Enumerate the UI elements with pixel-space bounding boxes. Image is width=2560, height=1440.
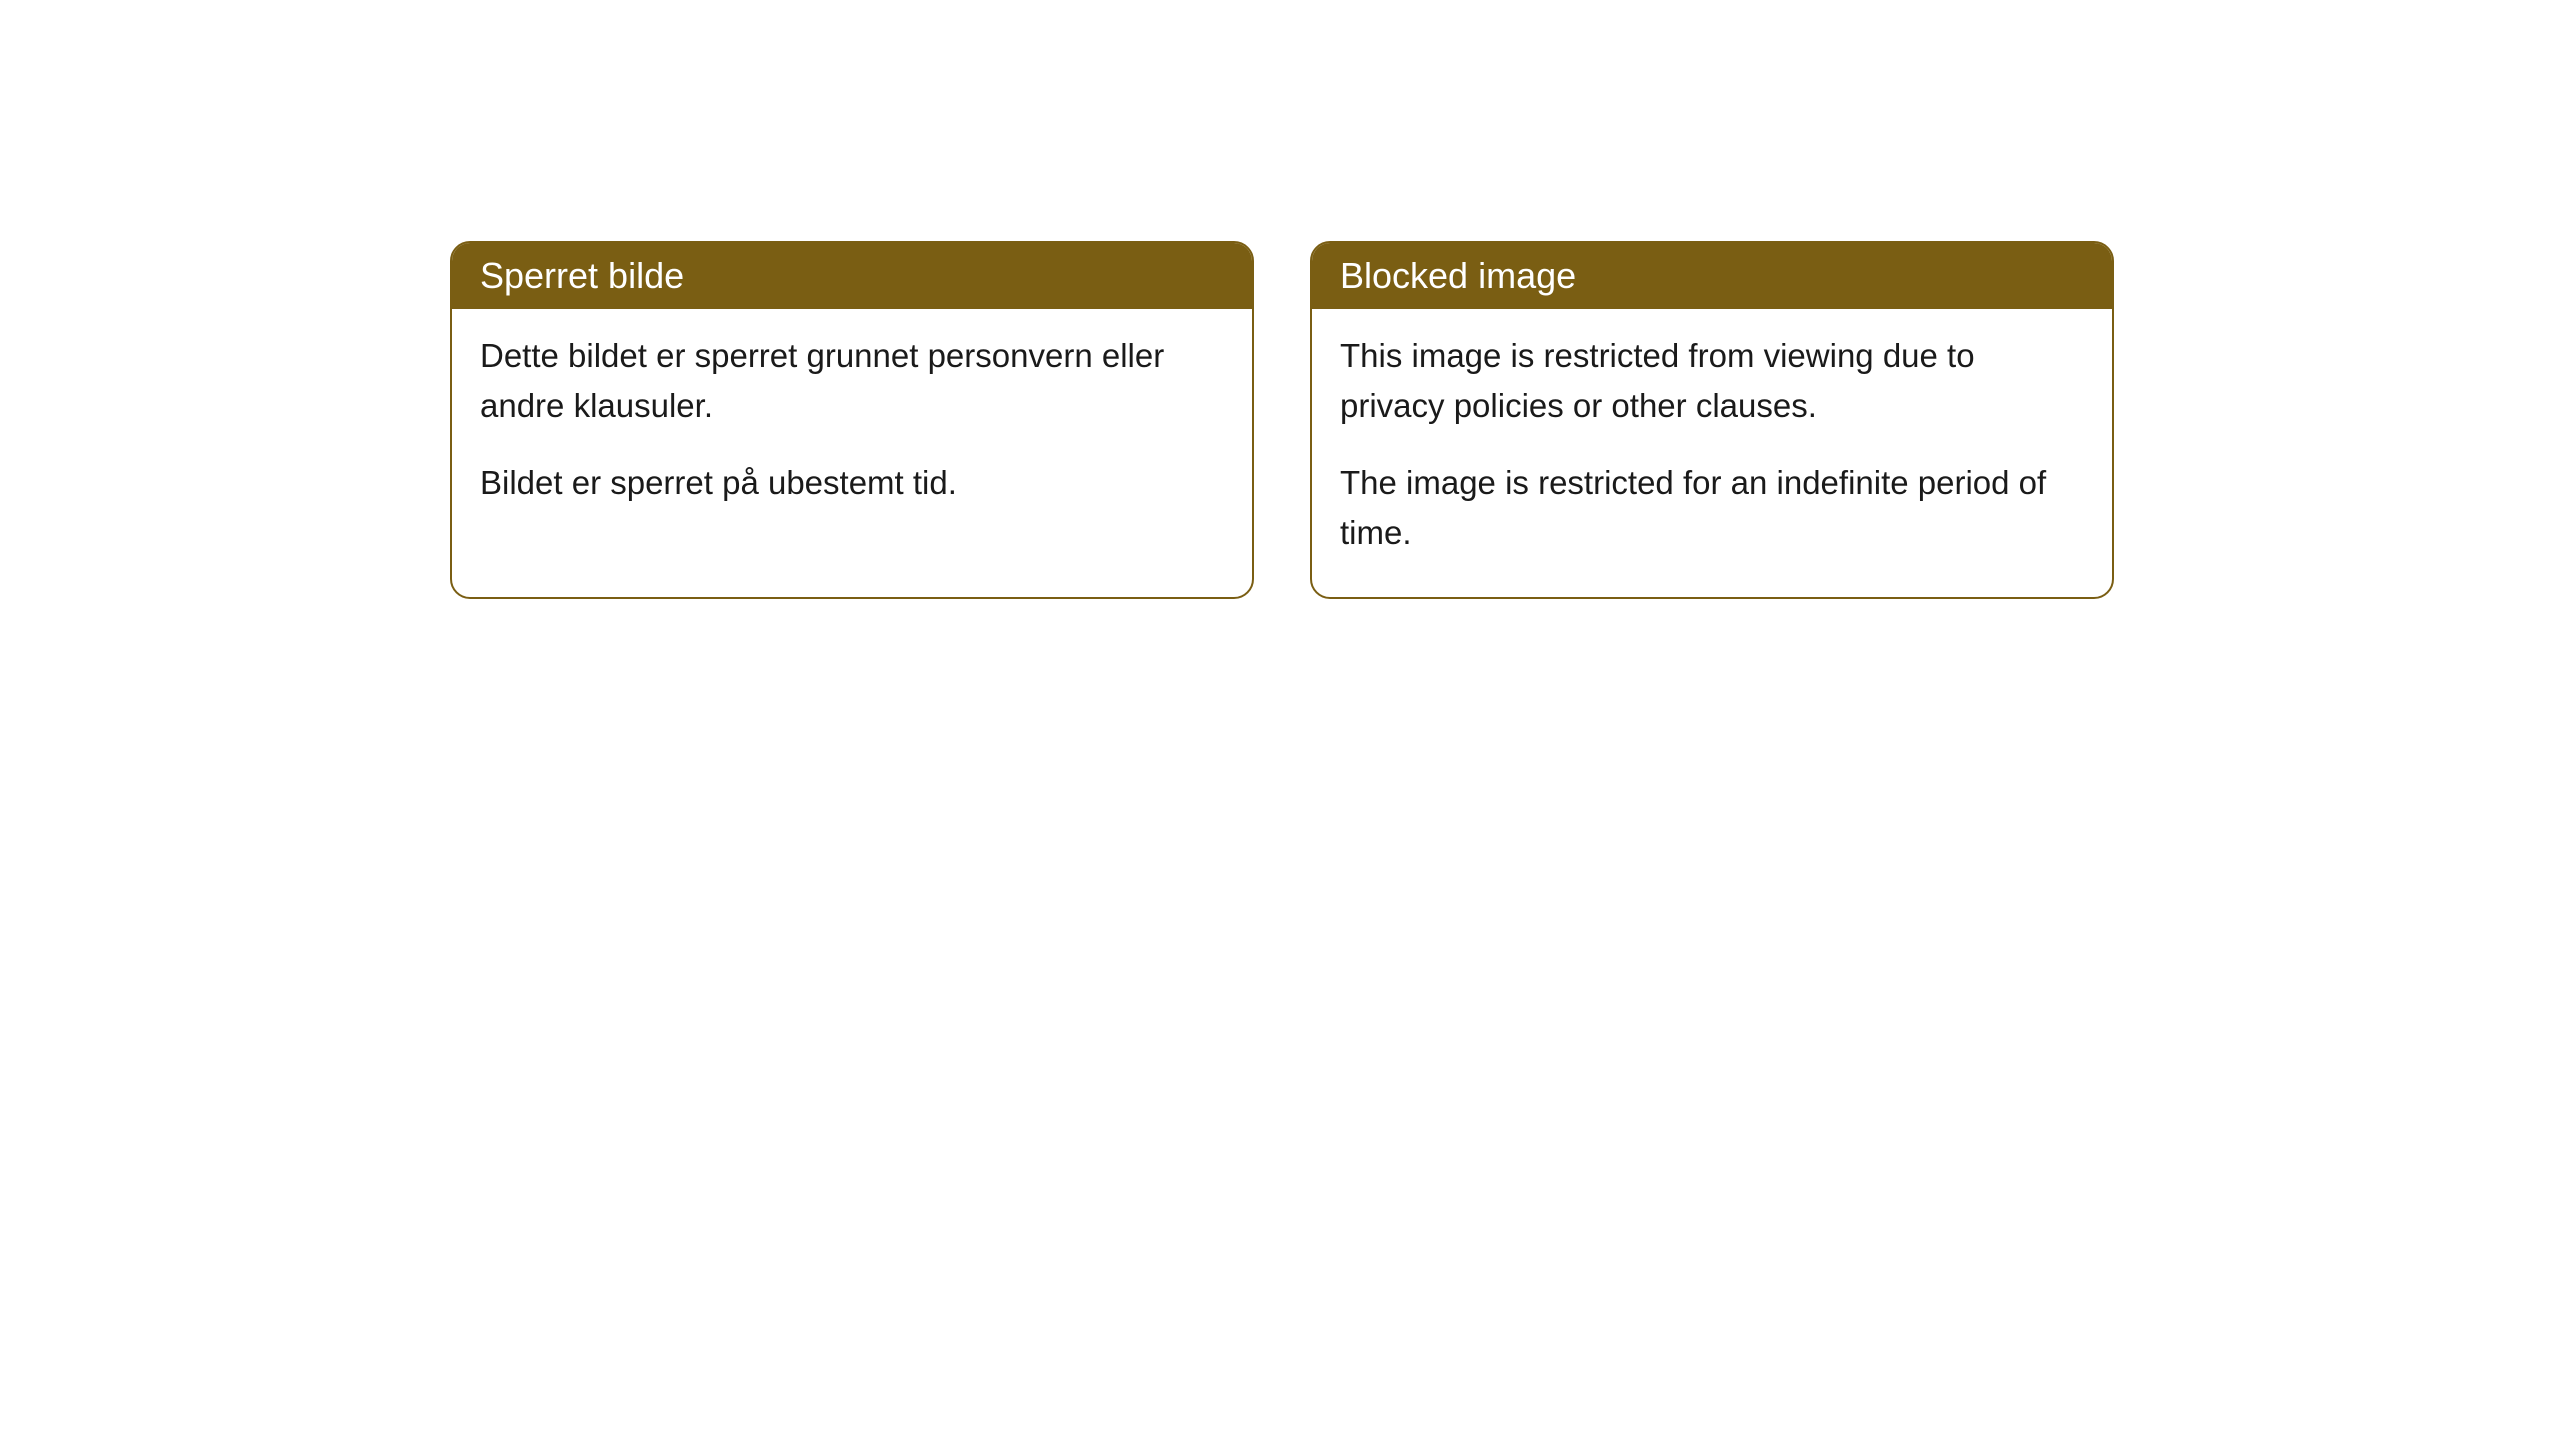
card-title: Blocked image [1340,255,1576,296]
card-paragraph: The image is restricted for an indefinit… [1340,458,2084,557]
card-paragraph: This image is restricted from viewing du… [1340,331,2084,430]
card-body: This image is restricted from viewing du… [1312,309,2112,597]
card-header: Blocked image [1312,243,2112,309]
card-body: Dette bildet er sperret grunnet personve… [452,309,1252,548]
card-title: Sperret bilde [480,255,684,296]
notice-card-english: Blocked image This image is restricted f… [1310,241,2114,599]
card-paragraph: Dette bildet er sperret grunnet personve… [480,331,1224,430]
notice-cards-container: Sperret bilde Dette bildet er sperret gr… [450,241,2114,599]
card-paragraph: Bildet er sperret på ubestemt tid. [480,458,1224,508]
notice-card-norwegian: Sperret bilde Dette bildet er sperret gr… [450,241,1254,599]
card-header: Sperret bilde [452,243,1252,309]
